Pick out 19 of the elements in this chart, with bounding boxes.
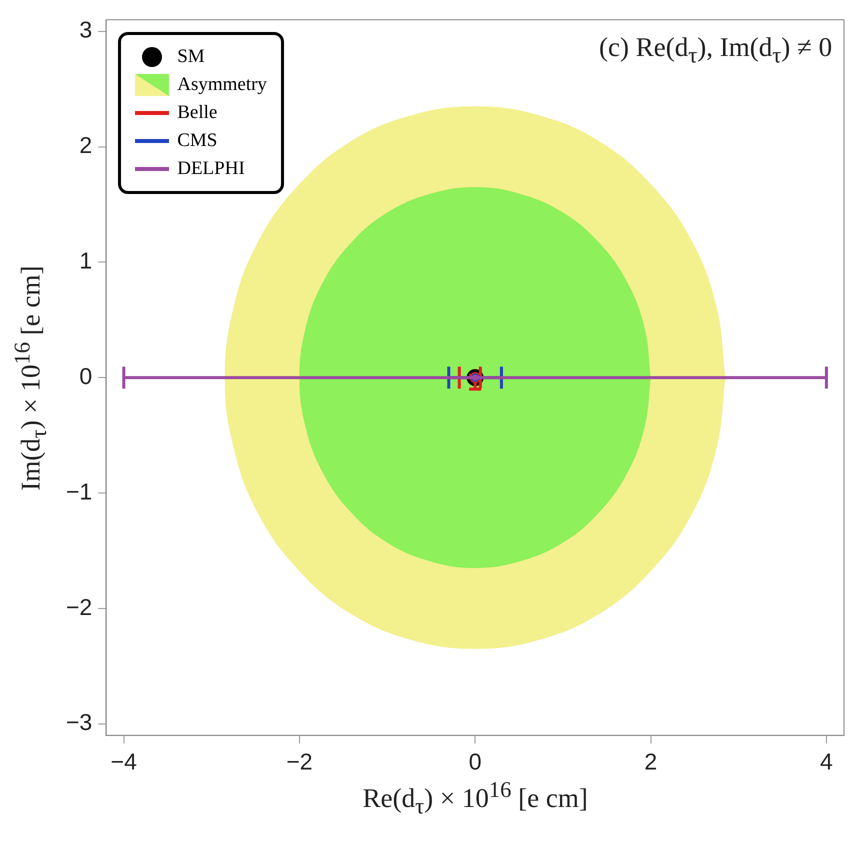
y-tick-label: 1 — [79, 248, 92, 274]
y-tick-label: −3 — [66, 709, 92, 736]
y-tick-label: −2 — [66, 594, 92, 620]
x-tick-label: 2 — [644, 748, 658, 775]
y-tick-label: 0 — [79, 362, 92, 389]
legend-label: Belle — [177, 102, 218, 124]
y-tick-label: 3 — [79, 16, 92, 43]
legend-label: CMS — [177, 130, 218, 152]
x-tick-label: −2 — [286, 748, 313, 775]
y-tick-label: 2 — [79, 132, 92, 158]
x-tick-label: 4 — [820, 748, 834, 775]
x-tick-label: 0 — [468, 748, 482, 775]
legend-label: SM — [177, 46, 205, 68]
x-tick-label: −4 — [110, 748, 138, 775]
legend-label: Asymmetry — [177, 74, 267, 96]
legend-label: DELPHI — [177, 158, 245, 180]
y-tick-label: −1 — [66, 478, 92, 504]
annotation: (c) Re(d$_{τ}$), Im(d$_{τ}$) ≠ 0 — [599, 32, 832, 68]
x-axis-title: Re(d$_{τ}$) × 10$^{16}$ [e cm] — [362, 777, 588, 820]
